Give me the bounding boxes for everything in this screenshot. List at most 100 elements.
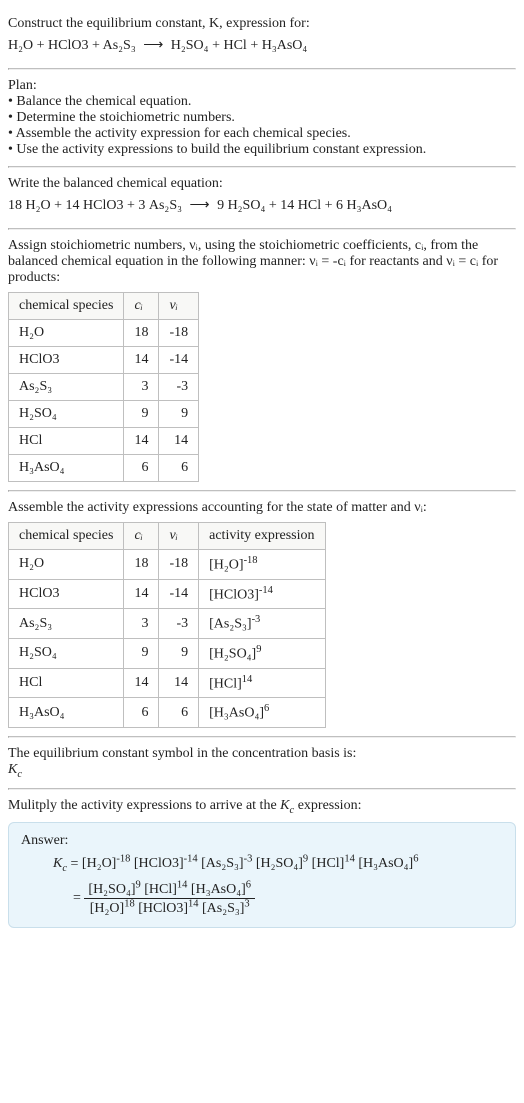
- term: [H₂SO₄]9: [256, 856, 308, 871]
- cell-species: HCl: [9, 668, 124, 698]
- cell-species: HClO3: [9, 579, 124, 609]
- plan-block: Plan: • Balance the chemical equation. •…: [8, 70, 516, 166]
- activity-table: chemical species cᵢ νᵢ activity expressi…: [8, 522, 326, 728]
- kc-intro1: The equilibrium constant symbol in the c…: [8, 746, 516, 762]
- cell-species: HClO3: [9, 347, 124, 374]
- answer-line2: = [H₂SO₄]9 [HCl]14 [H₃AsO₄]6 [H₂O]18 [HC…: [21, 879, 503, 917]
- cell-activity: [HClO3]-14: [199, 579, 325, 609]
- table-header-row: chemical species cᵢ νᵢ activity expressi…: [9, 523, 326, 550]
- term: [H₂O]-18: [82, 856, 130, 871]
- term-exp: -18: [116, 854, 130, 865]
- arrow-icon: ⟶: [139, 32, 167, 60]
- cell-v: -14: [159, 579, 199, 609]
- table-row: HCl1414: [9, 428, 199, 455]
- term-exp: 14: [188, 899, 199, 910]
- cell-c: 18: [124, 320, 159, 347]
- plan-bullet: • Use the activity expressions to build …: [8, 142, 516, 158]
- cell-c: 14: [124, 428, 159, 455]
- bullet-icon: •: [8, 142, 13, 157]
- table-row: H₂O18-18[H₂O]-18: [9, 550, 326, 580]
- term-exp: 14: [344, 854, 355, 865]
- table-row: HClO314-14[HClO3]-14: [9, 579, 326, 609]
- term: [As₂S₃]3: [202, 901, 250, 916]
- table-row: As₂S₃3-3[As₂S₃]-3: [9, 609, 326, 639]
- term-base: [HCl]: [312, 856, 345, 871]
- product: H₂SO₄: [171, 38, 209, 53]
- cell-v: 14: [159, 668, 199, 698]
- activity-exp: 9: [256, 644, 261, 655]
- term-base: [H₂O]: [82, 856, 116, 871]
- cell-species: As₂S₃: [9, 609, 124, 639]
- coef: 14: [66, 198, 80, 213]
- cell-species: As₂S₃: [9, 374, 124, 401]
- activity-base: [H₂O]: [209, 558, 243, 573]
- species: H₃AsO₄: [347, 198, 393, 213]
- col-species: chemical species: [9, 293, 124, 320]
- term-exp: 6: [246, 879, 251, 890]
- term: [H₃AsO₄]6: [358, 856, 418, 871]
- stoich-block: Assign stoichiometric numbers, νᵢ, using…: [8, 230, 516, 490]
- term-base: [HClO3]: [134, 856, 184, 871]
- term: [H₃AsO₄]6: [191, 882, 251, 897]
- col-vi: νᵢ: [159, 293, 199, 320]
- bullet-icon: •: [8, 94, 13, 109]
- col-activity: activity expression: [199, 523, 325, 550]
- col-ci: cᵢ: [124, 293, 159, 320]
- answer-box: Answer: Kc = [H₂O]-18 [HClO3]-14 [As₂S₃]…: [8, 822, 516, 929]
- term-base: [HCl]: [144, 882, 177, 897]
- cell-c: 9: [124, 638, 159, 668]
- bullet-icon: •: [8, 110, 13, 125]
- cell-c: 14: [124, 579, 159, 609]
- term-exp: 18: [124, 899, 135, 910]
- cell-v: -14: [159, 347, 199, 374]
- cell-v: -3: [159, 374, 199, 401]
- table-row: H₂SO₄99: [9, 401, 199, 428]
- cell-species: H₂SO₄: [9, 401, 124, 428]
- term-base: [As₂S₃]: [201, 856, 243, 871]
- term: [HCl]14: [144, 882, 187, 897]
- activity-exp: -14: [259, 585, 273, 596]
- species: HCl: [298, 198, 321, 213]
- species: H₂O: [26, 198, 51, 213]
- term-base: [H₃AsO₄]: [358, 856, 413, 871]
- term: [HClO3]14: [138, 901, 198, 916]
- intro-block: Construct the equilibrium constant, K, e…: [8, 8, 516, 68]
- coef: 6: [336, 198, 343, 213]
- plan-bullet: • Determine the stoichiometric numbers.: [8, 110, 516, 126]
- term: [As₂S₃]-3: [201, 856, 252, 871]
- table-row: H₂SO₄99[H₂SO₄]9: [9, 638, 326, 668]
- plan-item: Balance the chemical equation.: [16, 94, 191, 109]
- cell-c: 18: [124, 550, 159, 580]
- cell-v: -18: [159, 320, 199, 347]
- activity-exp: 14: [242, 674, 253, 685]
- term-base: [H₃AsO₄]: [191, 882, 246, 897]
- term: [H₂SO₄]9: [88, 882, 140, 897]
- activity-base: [H₃AsO₄]: [209, 706, 264, 721]
- cell-c: 6: [124, 698, 159, 728]
- cell-v: -18: [159, 550, 199, 580]
- species: As₂S₃: [149, 198, 182, 213]
- cell-c: 14: [124, 668, 159, 698]
- cell-species: H₂O: [9, 320, 124, 347]
- term-exp: 9: [303, 854, 308, 865]
- term: [H₂O]18: [90, 901, 135, 916]
- reactant: As₂S₃: [103, 38, 136, 53]
- eq-sign: =: [73, 890, 84, 905]
- answer-line1: Kc = [H₂O]-18 [HClO3]-14 [As₂S₃]-3 [H₂SO…: [21, 849, 503, 879]
- kc-intro2: Mulitply the activity expressions to arr…: [8, 798, 516, 816]
- species: H₂SO₄: [228, 198, 266, 213]
- table-header-row: chemical species cᵢ νᵢ: [9, 293, 199, 320]
- stoich-table: chemical species cᵢ νᵢ H₂O18-18 HClO314-…: [8, 292, 199, 482]
- fraction: [H₂SO₄]9 [HCl]14 [H₃AsO₄]6 [H₂O]18 [HClO…: [84, 879, 255, 917]
- col-ci: cᵢ: [124, 523, 159, 550]
- cell-activity: [H₂O]-18: [199, 550, 325, 580]
- table-row: HCl1414[HCl]14: [9, 668, 326, 698]
- activity-block: Assemble the activity expressions accoun…: [8, 492, 516, 736]
- cell-c: 3: [124, 609, 159, 639]
- cell-c: 9: [124, 401, 159, 428]
- activity-exp: 6: [264, 703, 269, 714]
- product: HCl: [223, 38, 246, 53]
- term-exp: 3: [244, 899, 249, 910]
- cell-v: 14: [159, 428, 199, 455]
- species: HClO3: [83, 198, 123, 213]
